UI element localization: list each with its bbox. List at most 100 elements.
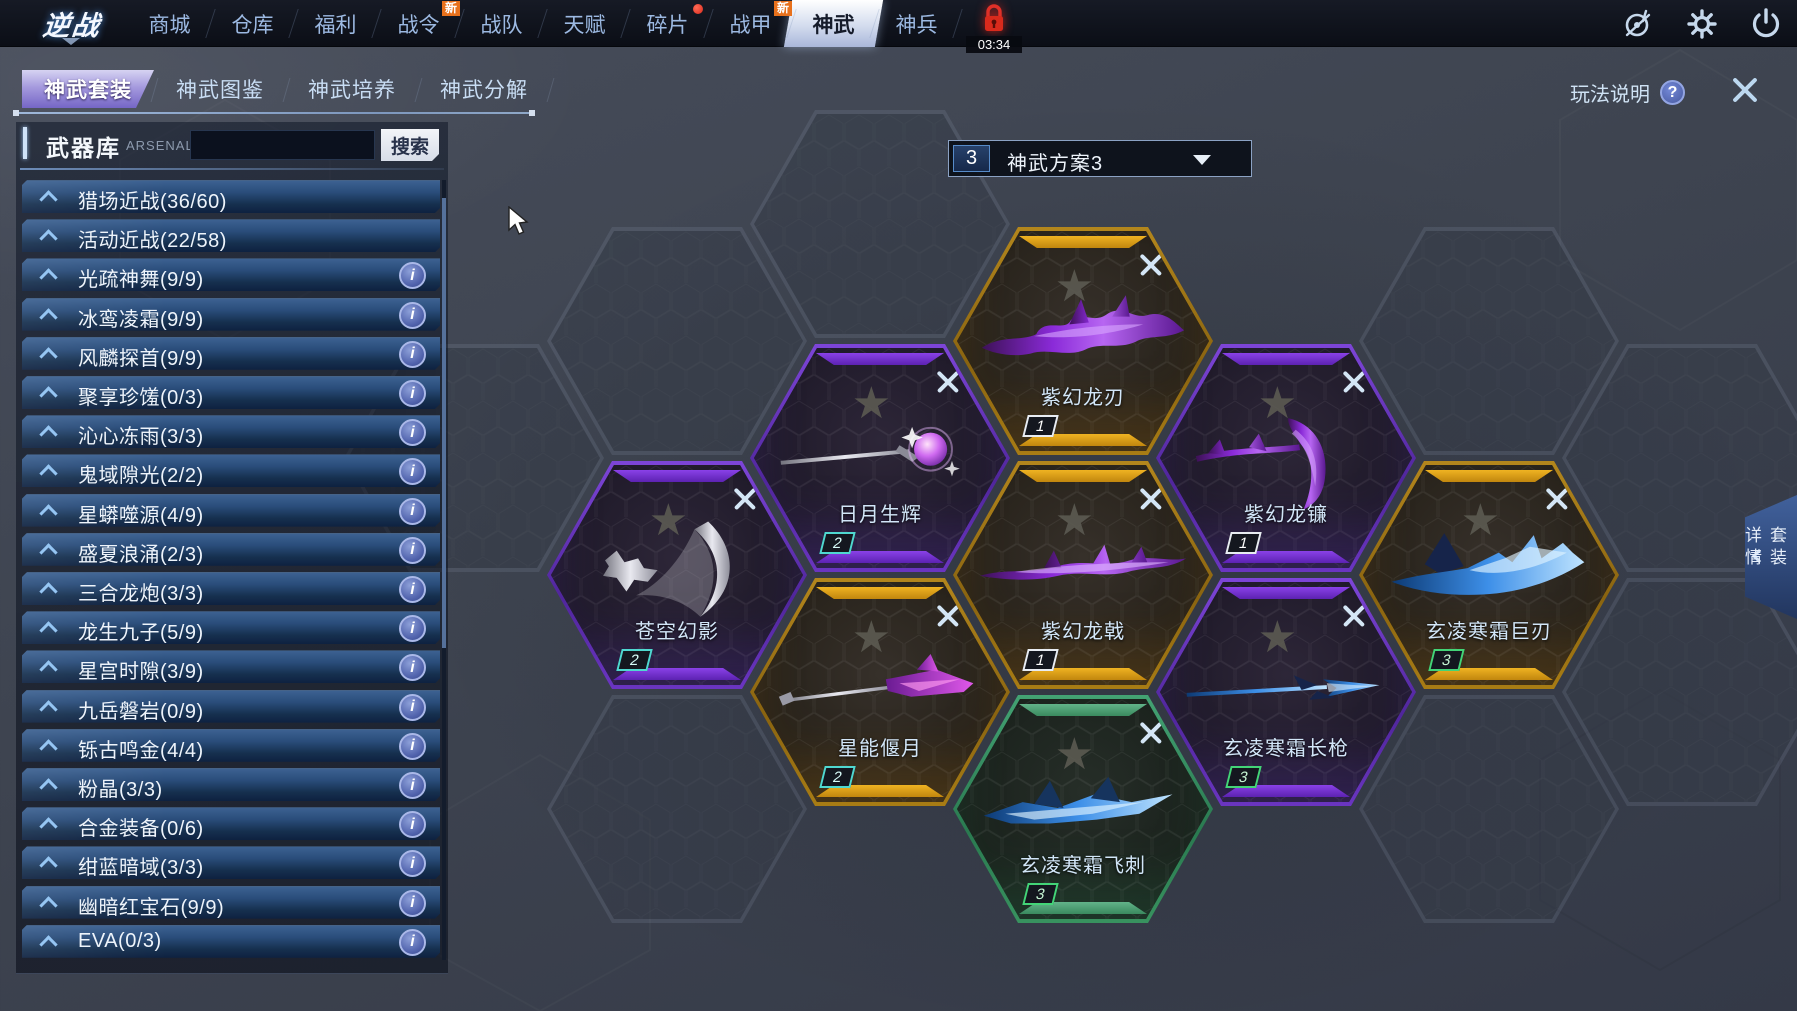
remove-weapon-button[interactable] bbox=[1139, 487, 1163, 511]
shenwu-tab[interactable]: 神武分解 bbox=[418, 70, 550, 108]
plan-dropdown[interactable]: 3 神武方案3 bbox=[948, 140, 1252, 177]
info-icon[interactable]: i bbox=[399, 850, 426, 877]
help-label[interactable]: 玩法说明 bbox=[1570, 84, 1650, 106]
search-input[interactable] bbox=[190, 130, 375, 160]
arsenal-category-row[interactable]: 九岳磐岩(0/9) i bbox=[22, 690, 440, 723]
main-menu-tab[interactable]: 仓库 bbox=[211, 0, 294, 47]
collapse-chevron-icon[interactable] bbox=[39, 269, 57, 287]
remove-weapon-button[interactable] bbox=[1342, 370, 1366, 394]
collapse-chevron-icon[interactable] bbox=[39, 857, 57, 875]
arsenal-category-row[interactable]: 幽暗红宝石(9/9) i bbox=[22, 886, 440, 919]
collapse-chevron-icon[interactable] bbox=[39, 700, 57, 718]
info-icon[interactable]: i bbox=[399, 380, 426, 407]
close-icon[interactable] bbox=[1731, 76, 1759, 104]
info-icon[interactable]: i bbox=[399, 615, 426, 642]
power-icon[interactable] bbox=[1749, 7, 1783, 41]
hex-slot-2[interactable]: ★ 紫幻龙镰 1 bbox=[1156, 344, 1416, 572]
hex-slot-5[interactable]: ★ 玄凌寒霜巨刃 3 bbox=[1359, 461, 1619, 689]
info-icon[interactable]: i bbox=[399, 890, 426, 917]
search-button[interactable]: 搜索 bbox=[381, 129, 439, 161]
main-menu-tab[interactable]: 天赋 bbox=[543, 0, 626, 47]
collapse-chevron-icon[interactable] bbox=[39, 465, 57, 483]
remove-weapon-button[interactable] bbox=[936, 370, 960, 394]
remove-weapon-button[interactable] bbox=[1342, 604, 1366, 628]
hex-slot-6[interactable]: ★ 星能偃月 2 bbox=[750, 578, 1010, 806]
collapse-chevron-icon[interactable] bbox=[39, 504, 57, 522]
arsenal-category-row[interactable]: 铄古鸣金(4/4) i bbox=[22, 729, 440, 762]
collapse-chevron-icon[interactable] bbox=[39, 543, 57, 561]
collapse-chevron-icon[interactable] bbox=[39, 817, 57, 835]
remove-weapon-button[interactable] bbox=[733, 487, 757, 511]
arsenal-category-row[interactable]: 盛夏浪涌(2/3) i bbox=[22, 533, 440, 566]
arsenal-category-row[interactable]: 龙生九子(5/9) i bbox=[22, 611, 440, 644]
info-icon[interactable]: i bbox=[399, 302, 426, 329]
collapse-chevron-icon[interactable] bbox=[39, 190, 57, 208]
scrollbar-track[interactable] bbox=[442, 180, 446, 960]
hex-slot-8[interactable]: ★ 玄凌寒霜飞刺 3 bbox=[953, 695, 1213, 923]
info-icon[interactable]: i bbox=[399, 537, 426, 564]
remove-weapon-button[interactable] bbox=[1139, 253, 1163, 277]
info-icon[interactable]: i bbox=[399, 811, 426, 838]
main-menu-tab[interactable]: 商城 bbox=[128, 0, 211, 47]
question-mark-icon[interactable]: ? bbox=[1660, 80, 1685, 105]
main-menu-tab[interactable]: 神兵 bbox=[875, 0, 958, 47]
main-menu-tab[interactable]: 战队 bbox=[460, 0, 543, 47]
main-menu-tab[interactable]: 神武 bbox=[783, 0, 884, 47]
arsenal-category-row[interactable]: 粉晶(3/3) i bbox=[22, 768, 440, 801]
collapse-chevron-icon[interactable] bbox=[39, 386, 57, 404]
record-disabled-icon[interactable] bbox=[1621, 7, 1655, 41]
info-icon[interactable]: i bbox=[399, 419, 426, 446]
info-icon[interactable]: i bbox=[399, 576, 426, 603]
lock-countdown-icon[interactable] bbox=[980, 3, 1008, 36]
main-menu-tab[interactable]: 战甲 新 bbox=[709, 0, 792, 47]
info-icon[interactable]: i bbox=[399, 772, 426, 799]
collapse-chevron-icon[interactable] bbox=[39, 347, 57, 365]
shenwu-tab[interactable]: 神武图鉴 bbox=[154, 70, 286, 108]
collapse-chevron-icon[interactable] bbox=[39, 935, 57, 953]
main-menu-tab[interactable]: 战令 新 bbox=[377, 0, 460, 47]
set-details-tab[interactable]: 套装详情 bbox=[1745, 495, 1797, 619]
collapse-chevron-icon[interactable] bbox=[39, 896, 57, 914]
info-icon[interactable]: i bbox=[399, 654, 426, 681]
arsenal-category-row[interactable]: 绀蓝暗域(3/3) i bbox=[22, 846, 440, 879]
collapse-chevron-icon[interactable] bbox=[39, 661, 57, 679]
shenwu-tab[interactable]: 神武培养 bbox=[286, 70, 418, 108]
collapse-chevron-icon[interactable] bbox=[39, 778, 57, 796]
info-icon[interactable]: i bbox=[399, 458, 426, 485]
remove-weapon-button[interactable] bbox=[936, 604, 960, 628]
arsenal-category-row[interactable]: 聚享珍馐(0/3) i bbox=[22, 376, 440, 409]
remove-weapon-button[interactable] bbox=[1139, 721, 1163, 745]
info-icon[interactable]: i bbox=[399, 694, 426, 721]
hex-slot-1[interactable]: ★ 日月生辉 2 bbox=[750, 344, 1010, 572]
arsenal-category-row[interactable]: 星蟒噬源(4/9) i bbox=[22, 494, 440, 527]
arsenal-category-row[interactable]: 鬼域隙光(2/2) i bbox=[22, 454, 440, 487]
main-menu-tab[interactable]: 福利 bbox=[294, 0, 377, 47]
info-icon[interactable]: i bbox=[399, 262, 426, 289]
collapse-chevron-icon[interactable] bbox=[39, 582, 57, 600]
info-icon[interactable]: i bbox=[399, 929, 426, 956]
arsenal-category-row[interactable]: 风麟探首(9/9) i bbox=[22, 337, 440, 370]
info-icon[interactable]: i bbox=[399, 341, 426, 368]
collapse-chevron-icon[interactable] bbox=[39, 621, 57, 639]
arsenal-category-row[interactable]: 星宫时隙(3/9) i bbox=[22, 650, 440, 683]
arsenal-category-row[interactable]: 合金装备(0/6) i bbox=[22, 807, 440, 840]
collapse-chevron-icon[interactable] bbox=[39, 739, 57, 757]
settings-gear-icon[interactable] bbox=[1685, 7, 1719, 41]
arsenal-category-row[interactable]: 光疏神舞(9/9) i bbox=[22, 258, 440, 291]
info-icon[interactable]: i bbox=[399, 498, 426, 525]
collapse-chevron-icon[interactable] bbox=[39, 308, 57, 326]
arsenal-category-row[interactable]: 三合龙炮(3/3) i bbox=[22, 572, 440, 605]
remove-weapon-button[interactable] bbox=[1545, 487, 1569, 511]
arsenal-category-row[interactable]: EVA(0/3) i bbox=[22, 925, 440, 958]
scrollbar-thumb[interactable] bbox=[442, 198, 446, 648]
collapse-chevron-icon[interactable] bbox=[39, 229, 57, 247]
main-menu-tab[interactable]: 碎片 bbox=[626, 0, 709, 47]
arsenal-category-row[interactable]: 沁心冻雨(3/3) i bbox=[22, 415, 440, 448]
arsenal-category-row[interactable]: 冰鸾凌霜(9/9) i bbox=[22, 298, 440, 331]
arsenal-category-row[interactable]: 猎场近战(36/60) i bbox=[22, 180, 440, 213]
hex-slot-4[interactable]: ★ 紫幻龙戟 1 bbox=[953, 461, 1213, 689]
arsenal-category-row[interactable]: 活动近战(22/58) i bbox=[22, 219, 440, 252]
hex-slot-7[interactable]: ★ 玄凌寒霜长枪 3 bbox=[1156, 578, 1416, 806]
info-icon[interactable]: i bbox=[399, 733, 426, 760]
shenwu-tab[interactable]: 神武套装 bbox=[22, 70, 154, 108]
